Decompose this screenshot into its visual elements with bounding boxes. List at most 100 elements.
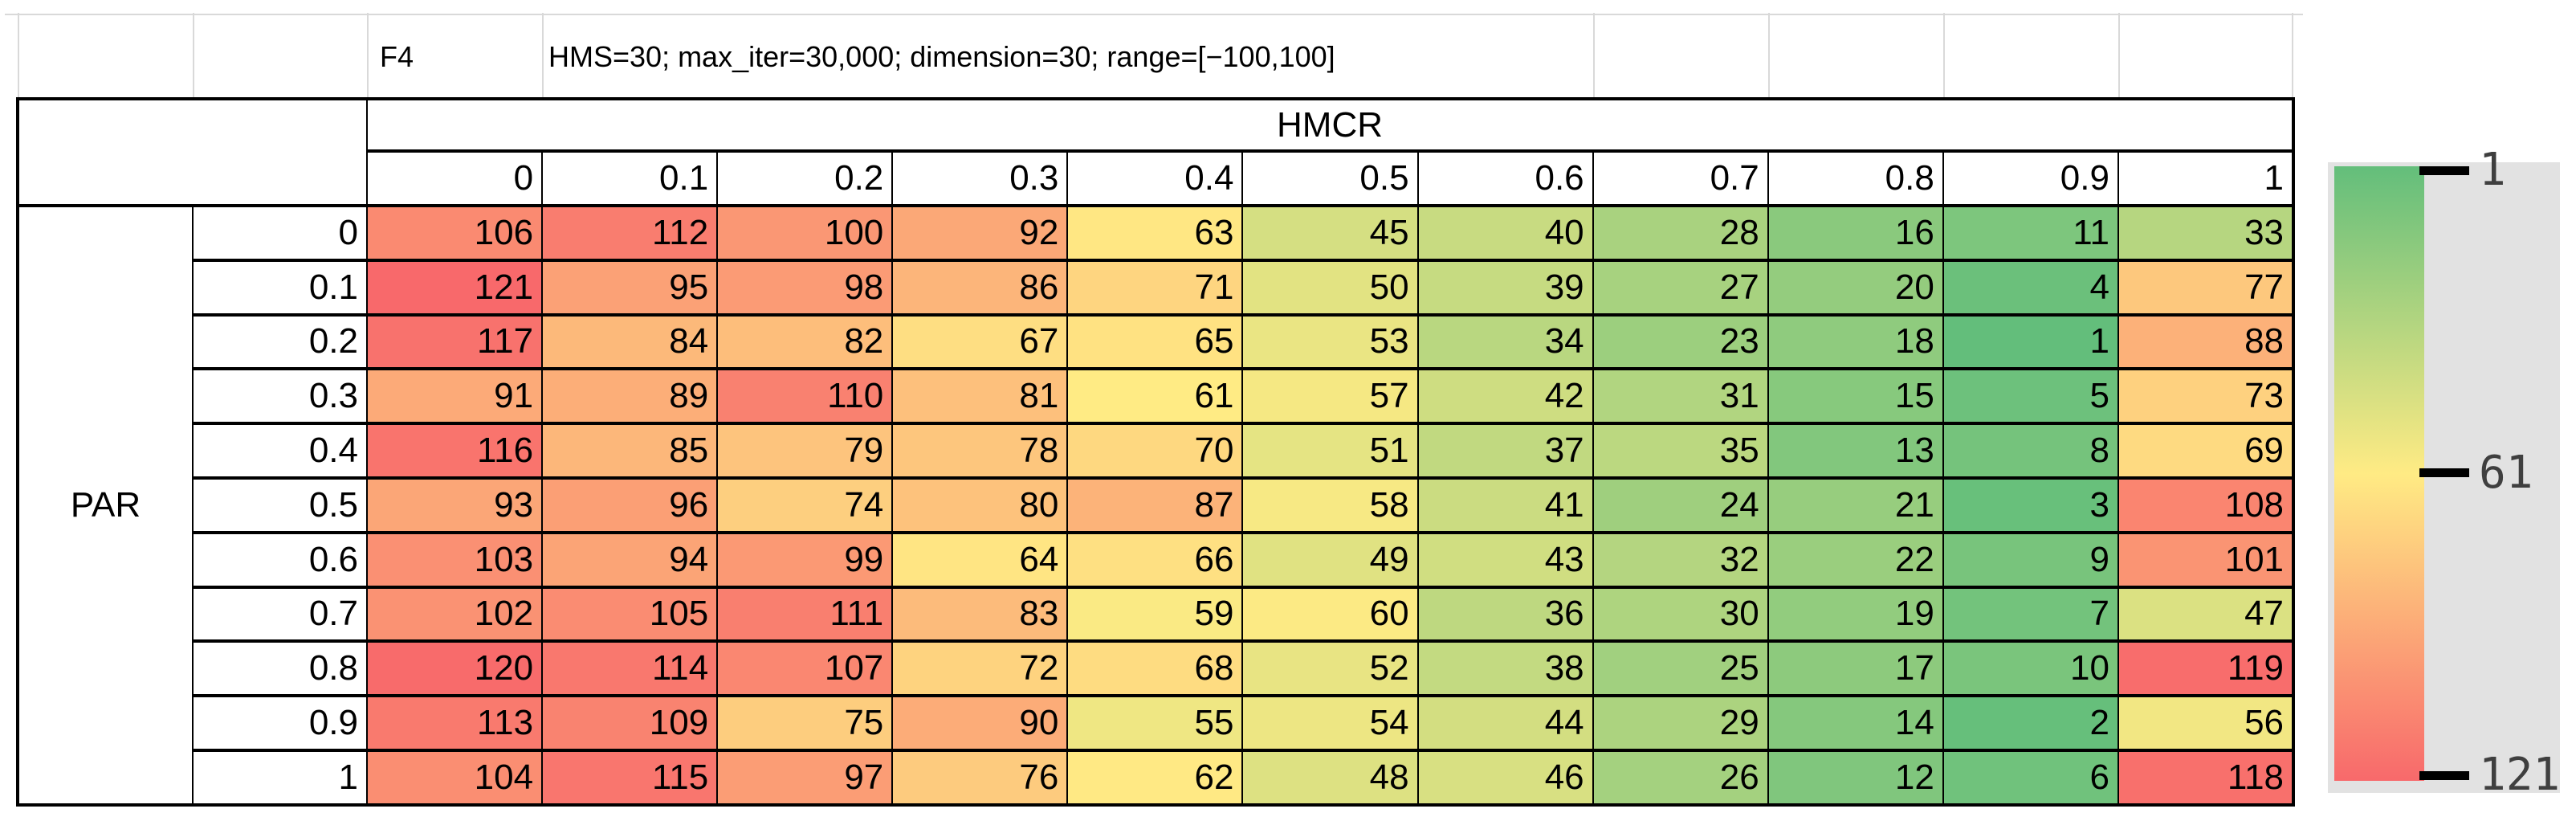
heatmap-cell[interactable]: 117 xyxy=(365,312,544,371)
heatmap-cell[interactable]: 39 xyxy=(1416,258,1594,317)
hmcr-col-header[interactable]: 0.9 xyxy=(1942,149,2119,207)
heatmap-cell[interactable]: 28 xyxy=(1592,204,1769,262)
heatmap-cell[interactable]: 54 xyxy=(1241,694,1419,752)
heatmap-cell[interactable]: 95 xyxy=(541,258,719,317)
heatmap-cell[interactable]: 90 xyxy=(891,694,1069,752)
heatmap-cell[interactable]: 27 xyxy=(1592,258,1769,317)
par-row-header[interactable]: 0.6 xyxy=(192,530,368,589)
heatmap-cell[interactable]: 75 xyxy=(716,694,894,752)
heatmap-cell[interactable]: 70 xyxy=(1066,422,1244,480)
par-row-header[interactable]: 0.5 xyxy=(192,476,368,534)
heatmap-cell[interactable]: 78 xyxy=(891,422,1069,480)
heatmap-cell[interactable]: 110 xyxy=(716,367,894,426)
heatmap-cell[interactable]: 103 xyxy=(365,530,544,589)
heatmap-cell[interactable]: 84 xyxy=(541,312,719,371)
heatmap-cell[interactable]: 1 xyxy=(1942,312,2119,371)
heatmap-cell[interactable]: 82 xyxy=(716,312,894,371)
hmcr-col-header[interactable]: 0 xyxy=(365,149,544,207)
heatmap-cell[interactable]: 62 xyxy=(1066,748,1244,807)
heatmap-cell[interactable]: 45 xyxy=(1241,204,1419,262)
heatmap-cell[interactable]: 98 xyxy=(716,258,894,317)
heatmap-cell[interactable]: 77 xyxy=(2117,258,2295,317)
heatmap-cell[interactable]: 61 xyxy=(1066,367,1244,426)
heatmap-cell[interactable]: 55 xyxy=(1066,694,1244,752)
par-header-cell[interactable]: PAR xyxy=(17,204,194,807)
heatmap-cell[interactable]: 60 xyxy=(1241,585,1419,643)
heatmap-cell[interactable]: 107 xyxy=(716,639,894,698)
hmcr-header-cell[interactable]: HMCR xyxy=(365,97,2295,153)
heatmap-cell[interactable]: 79 xyxy=(716,422,894,480)
heatmap-cell[interactable]: 57 xyxy=(1241,367,1419,426)
heatmap-cell[interactable]: 105 xyxy=(541,585,719,643)
heatmap-cell[interactable]: 100 xyxy=(716,204,894,262)
heatmap-cell[interactable]: 26 xyxy=(1592,748,1769,807)
heatmap-cell[interactable]: 64 xyxy=(891,530,1069,589)
par-row-header[interactable]: 0.7 xyxy=(192,585,368,643)
heatmap-cell[interactable]: 113 xyxy=(365,694,544,752)
heatmap-cell[interactable]: 13 xyxy=(1767,422,1944,480)
hmcr-col-header[interactable]: 0.2 xyxy=(716,149,894,207)
heatmap-cell[interactable]: 47 xyxy=(2117,585,2295,643)
heatmap-cell[interactable]: 72 xyxy=(891,639,1069,698)
heatmap-cell[interactable]: 49 xyxy=(1241,530,1419,589)
heatmap-cell[interactable]: 83 xyxy=(891,585,1069,643)
par-row-header[interactable]: 0.8 xyxy=(192,639,368,698)
heatmap-cell[interactable]: 7 xyxy=(1942,585,2119,643)
heatmap-cell[interactable]: 66 xyxy=(1066,530,1244,589)
heatmap-cell[interactable]: 101 xyxy=(2117,530,2295,589)
hmcr-col-header[interactable]: 1 xyxy=(2117,149,2295,207)
heatmap-cell[interactable]: 119 xyxy=(2117,639,2295,698)
heatmap-cell[interactable]: 42 xyxy=(1416,367,1594,426)
heatmap-cell[interactable]: 14 xyxy=(1767,694,1944,752)
heatmap-cell[interactable]: 6 xyxy=(1942,748,2119,807)
heatmap-cell[interactable]: 43 xyxy=(1416,530,1594,589)
hmcr-col-header[interactable]: 0.7 xyxy=(1592,149,1769,207)
heatmap-cell[interactable]: 68 xyxy=(1066,639,1244,698)
par-row-header[interactable]: 0.3 xyxy=(192,367,368,426)
hmcr-col-header[interactable]: 0.3 xyxy=(891,149,1069,207)
heatmap-cell[interactable]: 10 xyxy=(1942,639,2119,698)
heatmap-cell[interactable]: 65 xyxy=(1066,312,1244,371)
par-row-header[interactable]: 0.4 xyxy=(192,422,368,480)
heatmap-cell[interactable]: 102 xyxy=(365,585,544,643)
par-row-header[interactable]: 0.2 xyxy=(192,312,368,371)
hmcr-col-header[interactable]: 0.8 xyxy=(1767,149,1944,207)
heatmap-cell[interactable]: 21 xyxy=(1767,476,1944,534)
par-row-header[interactable]: 0.1 xyxy=(192,258,368,317)
heatmap-cell[interactable]: 22 xyxy=(1767,530,1944,589)
heatmap-cell[interactable]: 63 xyxy=(1066,204,1244,262)
heatmap-cell[interactable]: 87 xyxy=(1066,476,1244,534)
heatmap-cell[interactable]: 4 xyxy=(1942,258,2119,317)
heatmap-cell[interactable]: 48 xyxy=(1241,748,1419,807)
settings-title-cell[interactable]: HMS=30; max_iter=30,000; dimension=30; r… xyxy=(548,40,1335,73)
heatmap-cell[interactable]: 85 xyxy=(541,422,719,480)
heatmap-cell[interactable]: 31 xyxy=(1592,367,1769,426)
hmcr-col-header[interactable]: 0.1 xyxy=(541,149,719,207)
heatmap-cell[interactable]: 91 xyxy=(365,367,544,426)
heatmap-cell[interactable]: 23 xyxy=(1592,312,1769,371)
heatmap-cell[interactable]: 24 xyxy=(1592,476,1769,534)
heatmap-cell[interactable]: 58 xyxy=(1241,476,1419,534)
heatmap-cell[interactable]: 67 xyxy=(891,312,1069,371)
heatmap-cell[interactable]: 89 xyxy=(541,367,719,426)
heatmap-cell[interactable]: 41 xyxy=(1416,476,1594,534)
heatmap-cell[interactable]: 29 xyxy=(1592,694,1769,752)
hmcr-col-header[interactable]: 0.4 xyxy=(1066,149,1244,207)
heatmap-cell[interactable]: 86 xyxy=(891,258,1069,317)
par-row-header[interactable]: 0 xyxy=(192,204,368,262)
heatmap-cell[interactable]: 5 xyxy=(1942,367,2119,426)
heatmap-cell[interactable]: 15 xyxy=(1767,367,1944,426)
heatmap-cell[interactable]: 33 xyxy=(2117,204,2295,262)
heatmap-cell[interactable]: 74 xyxy=(716,476,894,534)
heatmap-cell[interactable]: 116 xyxy=(365,422,544,480)
heatmap-cell[interactable]: 17 xyxy=(1767,639,1944,698)
heatmap-cell[interactable]: 38 xyxy=(1416,639,1594,698)
heatmap-cell[interactable]: 111 xyxy=(716,585,894,643)
heatmap-cell[interactable]: 3 xyxy=(1942,476,2119,534)
function-label-cell[interactable]: F4 xyxy=(380,40,414,73)
heatmap-cell[interactable]: 114 xyxy=(541,639,719,698)
heatmap-cell[interactable]: 69 xyxy=(2117,422,2295,480)
heatmap-cell[interactable]: 32 xyxy=(1592,530,1769,589)
heatmap-cell[interactable]: 53 xyxy=(1241,312,1419,371)
heatmap-cell[interactable]: 76 xyxy=(891,748,1069,807)
